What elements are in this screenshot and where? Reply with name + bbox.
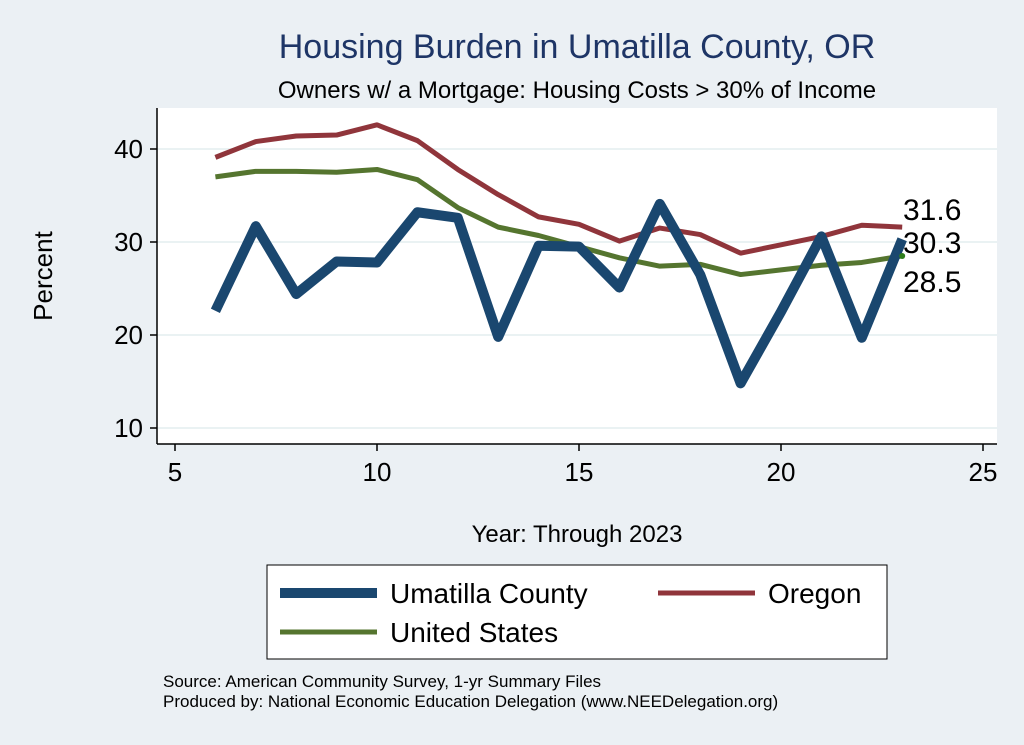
- producer-note: Produced by: National Economic Education…: [163, 692, 779, 711]
- x-tick-label-20: 20: [767, 457, 796, 487]
- plot-area: [157, 108, 997, 444]
- end-point-united-states: [899, 252, 906, 259]
- chart-title: Housing Burden in Umatilla County, OR: [279, 28, 876, 66]
- legend-label-umatilla: Umatilla County: [390, 578, 588, 609]
- y-axis-label: Percent: [28, 230, 58, 320]
- x-tick-label-15: 15: [565, 457, 594, 487]
- axes: 10 20 30 40 5 10 15 20 25: [114, 108, 997, 487]
- series-line-united-states: [215, 166, 903, 278]
- legend-label-united-states: United States: [390, 617, 558, 648]
- end-label-1: 31.6: [903, 194, 961, 227]
- chart-subtitle: Owners w/ a Mortgage: Housing Costs > 30…: [278, 77, 876, 104]
- series-line-umatilla-county: [210, 198, 907, 389]
- series-line-oregon: [214, 122, 903, 256]
- legend-box: [266, 564, 888, 660]
- end-label-2: 30.3: [903, 227, 961, 260]
- y-tick-label-30: 30: [114, 227, 143, 257]
- y-tick-label-20: 20: [114, 320, 143, 350]
- y-tick-label-40: 40: [114, 134, 143, 164]
- end-label-3: 28.5: [903, 266, 961, 299]
- end-labels: 31.630.3 28.5: [903, 194, 961, 299]
- footer: Source: American Community Survey, 1-yr …: [163, 672, 778, 712]
- source-note: Source: American Community Survey, 1-yr …: [163, 672, 602, 691]
- x-tick-label-5: 5: [168, 457, 182, 487]
- series-lines: [210, 122, 907, 389]
- y-tick-label-10: 10: [114, 413, 143, 443]
- legend: Umatilla County Oregon United States: [266, 564, 888, 660]
- x-tick-label-25: 25: [969, 457, 998, 487]
- x-axis-label: Year: Through 2023: [472, 521, 683, 548]
- legend-label-oregon: Oregon: [768, 578, 861, 609]
- x-tick-label-10: 10: [363, 457, 392, 487]
